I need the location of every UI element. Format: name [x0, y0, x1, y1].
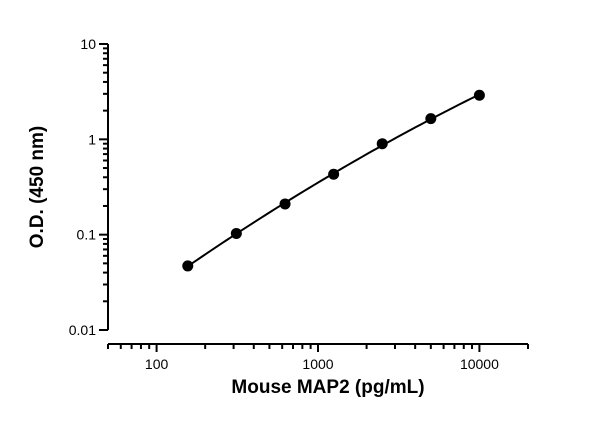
y-axis-title: O.D. (450 nm): [27, 126, 48, 248]
y-tick-label: 10: [80, 36, 96, 52]
x-ticks: 100 1000 10000: [107, 344, 529, 372]
data-point: [473, 89, 485, 101]
data-point: [328, 168, 340, 180]
x-tick-label: 1000: [302, 356, 333, 372]
x-tick-label: 10000: [460, 356, 499, 372]
x-tick-label: 100: [145, 356, 169, 372]
x-axis-title: Mouse MAP2 (pg/mL): [231, 377, 424, 398]
data-point: [425, 113, 437, 125]
data-point: [279, 198, 291, 210]
x-axis: 100 1000 10000: [107, 343, 529, 372]
y-ticks: 0.01 0.1 1 10: [69, 36, 108, 338]
data-point: [182, 260, 194, 272]
y-tick-label: 0.01: [69, 322, 96, 338]
data-point: [230, 227, 242, 239]
data-point: [376, 138, 388, 150]
y-tick-label: 1: [88, 131, 96, 147]
data-points: [182, 89, 485, 272]
y-axis: 0.01 0.1 1 10: [69, 36, 109, 338]
y-tick-label: 0.1: [77, 227, 97, 243]
